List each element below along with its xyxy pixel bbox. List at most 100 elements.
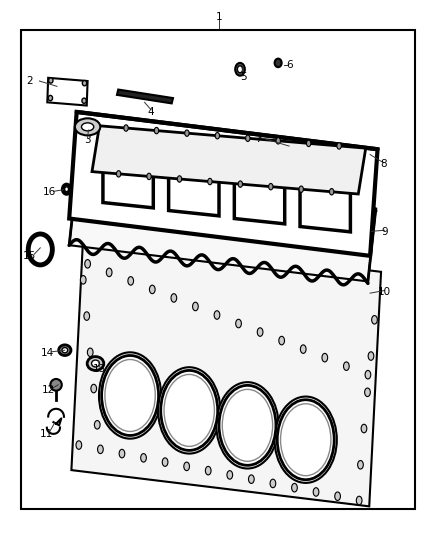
Ellipse shape — [313, 488, 319, 496]
Ellipse shape — [59, 345, 71, 356]
Text: 12: 12 — [42, 385, 55, 395]
Polygon shape — [47, 78, 88, 106]
Ellipse shape — [117, 171, 121, 177]
Text: 2: 2 — [26, 76, 33, 86]
Ellipse shape — [365, 370, 371, 379]
Ellipse shape — [81, 123, 94, 131]
Ellipse shape — [76, 441, 81, 449]
Ellipse shape — [322, 353, 328, 362]
Polygon shape — [92, 126, 366, 194]
Ellipse shape — [82, 80, 87, 86]
Text: 8: 8 — [380, 159, 387, 169]
Ellipse shape — [92, 360, 99, 367]
Ellipse shape — [337, 143, 341, 149]
Polygon shape — [103, 155, 153, 208]
Text: 16: 16 — [42, 187, 56, 197]
Ellipse shape — [238, 181, 243, 187]
Ellipse shape — [364, 388, 370, 397]
Polygon shape — [71, 236, 381, 506]
Ellipse shape — [91, 384, 96, 393]
Ellipse shape — [64, 187, 68, 191]
Ellipse shape — [279, 336, 285, 345]
Ellipse shape — [307, 140, 311, 147]
Ellipse shape — [215, 133, 219, 139]
Polygon shape — [300, 179, 350, 232]
Ellipse shape — [222, 389, 272, 461]
Ellipse shape — [124, 125, 128, 131]
Ellipse shape — [185, 130, 189, 136]
Ellipse shape — [237, 66, 243, 73]
Ellipse shape — [81, 276, 86, 284]
Ellipse shape — [119, 449, 125, 458]
Ellipse shape — [236, 319, 241, 328]
Ellipse shape — [149, 285, 155, 294]
Ellipse shape — [235, 63, 245, 76]
Ellipse shape — [357, 461, 363, 469]
Ellipse shape — [164, 374, 215, 446]
Polygon shape — [117, 90, 173, 103]
Ellipse shape — [88, 348, 93, 357]
Ellipse shape — [214, 311, 220, 319]
Ellipse shape — [154, 127, 159, 134]
Ellipse shape — [158, 367, 220, 454]
Polygon shape — [234, 171, 285, 224]
Ellipse shape — [246, 135, 250, 141]
Text: 6: 6 — [286, 60, 293, 70]
Ellipse shape — [335, 492, 340, 500]
Text: 3: 3 — [84, 135, 91, 144]
Ellipse shape — [85, 260, 90, 268]
Ellipse shape — [82, 98, 86, 103]
Ellipse shape — [63, 184, 71, 194]
Ellipse shape — [343, 362, 349, 370]
Ellipse shape — [248, 475, 254, 483]
Ellipse shape — [106, 268, 112, 277]
Ellipse shape — [208, 179, 212, 185]
Ellipse shape — [184, 462, 190, 471]
Ellipse shape — [75, 118, 100, 135]
Ellipse shape — [368, 352, 374, 360]
Ellipse shape — [257, 328, 263, 336]
Polygon shape — [69, 112, 378, 256]
Text: 4: 4 — [148, 107, 155, 117]
Ellipse shape — [356, 496, 362, 505]
Ellipse shape — [205, 466, 211, 475]
Ellipse shape — [102, 356, 159, 435]
Ellipse shape — [329, 189, 334, 195]
Ellipse shape — [299, 186, 304, 192]
Ellipse shape — [268, 183, 273, 190]
Ellipse shape — [99, 352, 161, 439]
Ellipse shape — [275, 397, 337, 483]
Text: 9: 9 — [381, 227, 388, 237]
Ellipse shape — [147, 173, 151, 180]
Ellipse shape — [105, 359, 155, 432]
Ellipse shape — [84, 312, 90, 320]
Ellipse shape — [193, 302, 198, 311]
Ellipse shape — [177, 176, 182, 182]
Polygon shape — [69, 173, 376, 281]
Ellipse shape — [216, 382, 279, 469]
Ellipse shape — [361, 424, 367, 433]
Ellipse shape — [128, 277, 134, 285]
Ellipse shape — [171, 294, 177, 302]
Ellipse shape — [219, 385, 276, 465]
Polygon shape — [169, 163, 219, 216]
Ellipse shape — [280, 404, 331, 476]
Ellipse shape — [270, 479, 276, 488]
Ellipse shape — [98, 445, 103, 454]
Ellipse shape — [87, 357, 104, 370]
Ellipse shape — [62, 348, 67, 353]
Ellipse shape — [48, 95, 53, 101]
Ellipse shape — [162, 458, 168, 466]
Ellipse shape — [276, 138, 280, 144]
Text: 7: 7 — [255, 134, 262, 143]
Text: 11: 11 — [39, 430, 53, 439]
Ellipse shape — [161, 370, 218, 450]
Ellipse shape — [277, 400, 334, 480]
Text: 1: 1 — [215, 12, 223, 22]
Ellipse shape — [227, 471, 233, 479]
Text: 5: 5 — [240, 72, 247, 82]
Ellipse shape — [300, 345, 306, 353]
Ellipse shape — [49, 78, 53, 83]
Ellipse shape — [50, 379, 62, 391]
Ellipse shape — [141, 454, 146, 462]
